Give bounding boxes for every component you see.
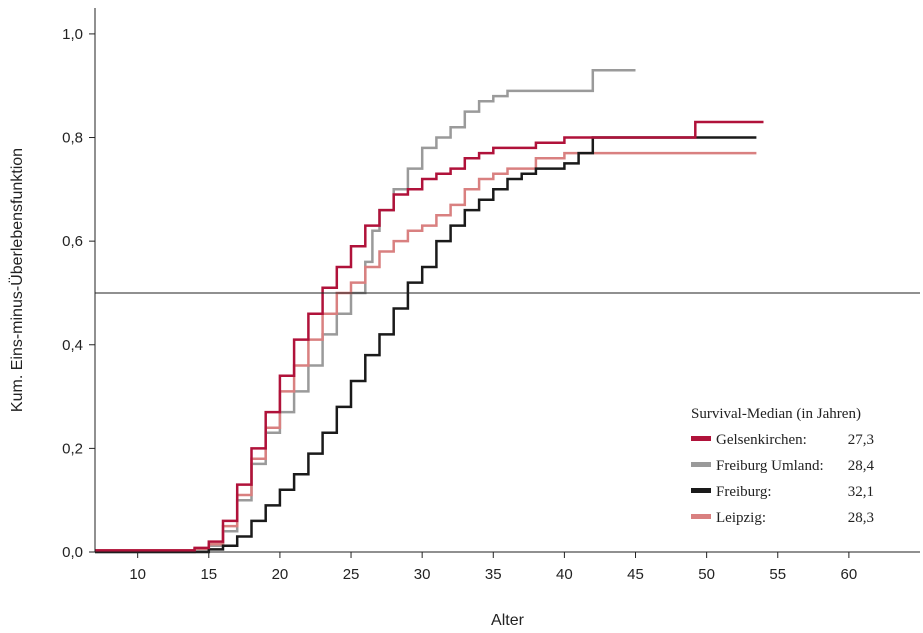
y-tick-label: 0,2 [62, 440, 83, 457]
legend-swatch-freiburg [691, 488, 711, 493]
legend-label-freiburg: Freiburg: [716, 484, 772, 500]
legend-median-gelsenkirchen: 27,3 [848, 432, 874, 448]
y-tick-label: 0,8 [62, 130, 83, 147]
legend-swatch-gelsenkirchen [691, 436, 711, 441]
x-tick-label: 50 [698, 566, 715, 583]
x-axis: 10 15 20 25 30 35 40 45 50 55 60 [95, 551, 920, 583]
legend-median-leipzig: 28,3 [848, 510, 874, 526]
legend-median-freiburg: 32,1 [848, 484, 874, 500]
series-line-leipzig [95, 151, 757, 552]
y-tick-label: 0,0 [62, 544, 83, 561]
y-tick-label: 1,0 [62, 26, 83, 43]
series-line-freiburg [95, 136, 757, 554]
y-tick-label: 0,4 [62, 337, 83, 354]
x-tick-label: 25 [343, 566, 360, 583]
legend-label-leipzig: Leipzig: [716, 510, 766, 526]
series-line-gelsenkirchen [95, 120, 764, 552]
x-tick-label: 55 [769, 566, 786, 583]
legend-swatch-freiburg-umland [691, 462, 711, 467]
plot-area [95, 68, 920, 554]
x-tick-label: 30 [414, 566, 431, 583]
x-tick-label: 10 [129, 566, 146, 583]
legend-label-gelsenkirchen: Gelsenkirchen: [716, 432, 807, 448]
y-axis-title: Kum. Eins-minus-Überlebensfunktion [8, 148, 26, 412]
x-tick-label: 60 [841, 566, 858, 583]
x-tick-label: 35 [485, 566, 502, 583]
x-tick-label: 45 [627, 566, 644, 583]
x-tick-label: 20 [272, 566, 289, 583]
x-tick-label: 40 [556, 566, 573, 583]
x-axis-title: Alter [491, 612, 525, 629]
x-tick-label: 15 [200, 566, 217, 583]
y-axis: 0,0 0,2 0,4 0,6 0,8 1,0 [62, 8, 96, 561]
legend-label-freiburg-umland: Freiburg Umland: [716, 458, 824, 474]
legend: Survival-Median (in Jahren) Gelsenkirche… [691, 406, 875, 526]
y-tick-label: 0,6 [62, 233, 83, 250]
legend-title: Survival-Median (in Jahren) [691, 406, 861, 422]
legend-swatch-leipzig [691, 514, 711, 519]
legend-median-freiburg-umland: 28,4 [848, 458, 875, 474]
